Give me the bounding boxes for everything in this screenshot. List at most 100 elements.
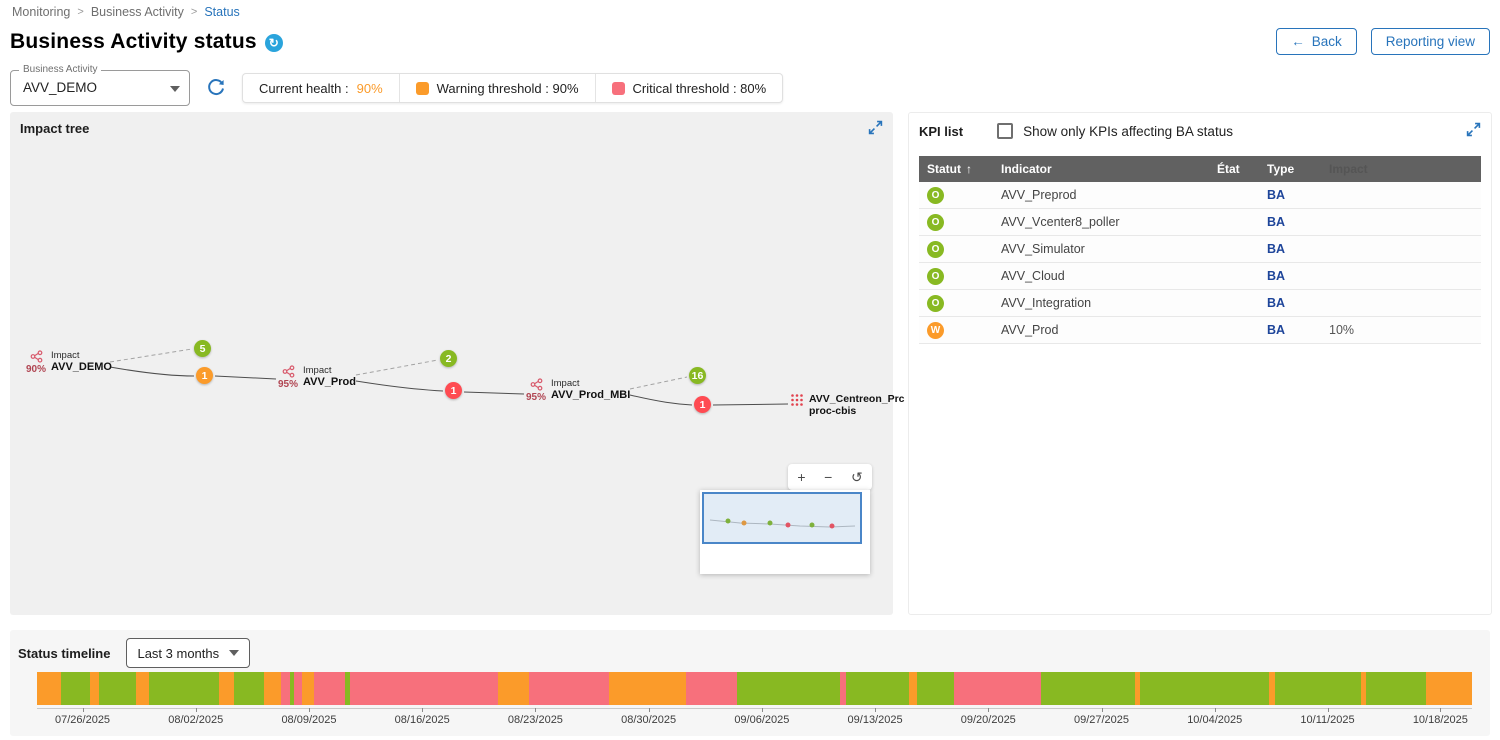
kpi-indicator-link[interactable]: AVV_Integration xyxy=(1001,296,1092,310)
tree-minimap[interactable] xyxy=(700,490,870,574)
kpi-filter-label: Show only KPIs affecting BA status xyxy=(1023,123,1233,139)
column-header-etat[interactable]: État xyxy=(1217,162,1240,176)
title-actions: ← Back Reporting view xyxy=(1276,28,1490,55)
node-kicker: Impact xyxy=(51,350,80,361)
refresh-button[interactable] xyxy=(206,78,226,98)
zoom-in-button[interactable]: + xyxy=(797,469,806,485)
kpi-indicator-link[interactable]: AVV_Preprod xyxy=(1001,188,1077,202)
kpi-row[interactable]: O AVV_Cloud BA xyxy=(919,263,1481,290)
timeline-segment-warning[interactable] xyxy=(1425,672,1472,705)
tree-node-avv-prod-mbi[interactable]: 95% Impact AVV_Prod_MBI xyxy=(526,378,630,403)
timeline-segment-warning[interactable] xyxy=(135,672,149,705)
tree-node-avv-centreon-proc[interactable]: AVV_Centreon_Prc proc-cbis xyxy=(790,393,905,417)
kpi-filter-checkbox[interactable] xyxy=(997,123,1014,139)
breadcrumb-business-activity[interactable]: Business Activity xyxy=(90,5,184,19)
tree-node-avv-prod[interactable]: 95% Impact AVV_Prod xyxy=(278,365,356,390)
timeline-segment-critical[interactable] xyxy=(685,672,738,705)
timeline-segment-critical[interactable] xyxy=(280,672,290,705)
breadcrumb-status[interactable]: Status xyxy=(204,5,240,19)
kpi-count-badge-ok[interactable]: 16 xyxy=(689,367,706,384)
kpi-row[interactable]: O AVV_Integration BA xyxy=(919,290,1481,317)
timeline-segment-critical[interactable] xyxy=(840,672,847,705)
main-content: Impact tree xyxy=(10,112,1492,615)
timeline-segment-ok[interactable] xyxy=(1275,672,1362,705)
kpi-row[interactable]: W AVV_Prod BA 10% xyxy=(919,317,1481,344)
kpi-count-badge-ok[interactable]: 5 xyxy=(194,340,211,357)
kpi-count-badge-ok[interactable]: 2 xyxy=(440,350,457,367)
timeline-segment-ok[interactable] xyxy=(916,672,954,705)
timeline-segment-ok[interactable] xyxy=(98,672,136,705)
tree-node-avv-demo[interactable]: 90% Impact AVV_DEMO xyxy=(26,350,112,375)
kpi-indicator-link[interactable]: AVV_Cloud xyxy=(1001,269,1065,283)
timeline-segment-warning[interactable] xyxy=(302,672,314,705)
timeline-segment-warning[interactable] xyxy=(263,672,281,705)
axis-date-label: 09/27/2025 xyxy=(1073,708,1130,726)
axis-date-label: 08/23/2025 xyxy=(507,708,563,726)
timeline-segment-warning[interactable] xyxy=(1134,672,1141,705)
timeline-segment-warning[interactable] xyxy=(1269,672,1276,705)
ba-hierarchy-icon xyxy=(530,378,542,391)
timeline-segment-critical[interactable] xyxy=(529,672,610,705)
zoom-reset-button[interactable]: ↺ xyxy=(850,469,863,485)
kpi-count-badge-critical[interactable]: 1 xyxy=(694,396,711,413)
status-circle: O xyxy=(927,240,944,258)
status-timeline-title: Status timeline xyxy=(18,645,111,661)
timeline-segment-ok[interactable] xyxy=(1365,672,1426,705)
timeline-segment-critical[interactable] xyxy=(313,672,346,705)
minimap-viewport[interactable] xyxy=(702,492,862,544)
column-label: Statut xyxy=(927,162,961,176)
kpi-indicator-link[interactable]: AVV_Vcenter8_poller xyxy=(1001,215,1120,229)
service-grid-icon xyxy=(791,394,803,406)
sort-ascending-icon[interactable]: ↑ xyxy=(966,162,972,176)
reporting-view-button[interactable]: Reporting view xyxy=(1370,28,1490,55)
timeline-segment-warning[interactable] xyxy=(219,672,234,705)
node-name: AVV_Centreon_Prc xyxy=(809,393,905,405)
kpi-count-badge-critical[interactable]: 1 xyxy=(445,382,462,399)
timeline-segment-warning[interactable] xyxy=(37,672,62,705)
timeline-segment-warning[interactable] xyxy=(90,672,99,705)
kpi-indicator-link[interactable]: AVV_Simulator xyxy=(1001,242,1085,256)
timeline-segment-critical[interactable] xyxy=(349,672,498,705)
column-header-impact[interactable]: Impact xyxy=(1329,162,1368,176)
timeline-segment-ok[interactable] xyxy=(1041,672,1135,705)
timeline-segment-ok[interactable] xyxy=(1140,672,1270,705)
warning-swatch-icon xyxy=(415,81,429,95)
column-header-indicator[interactable]: Indicator xyxy=(1001,162,1052,176)
timeline-segment-critical[interactable] xyxy=(953,672,1042,705)
kpi-indicator-link[interactable]: AVV_Prod xyxy=(1001,323,1059,337)
column-header-type[interactable]: Type xyxy=(1267,162,1295,176)
kpi-row[interactable]: O AVV_Preprod BA xyxy=(919,182,1481,209)
timeline-segment-ok[interactable] xyxy=(233,672,264,705)
timeline-segment-ok[interactable] xyxy=(148,672,220,705)
breadcrumb-monitoring[interactable]: Monitoring xyxy=(12,5,71,19)
timeline-segment-critical[interactable] xyxy=(293,672,303,705)
zoom-out-button[interactable]: − xyxy=(824,469,833,485)
node-kicker: Impact xyxy=(551,378,580,389)
timeline-segment-ok[interactable] xyxy=(846,672,910,705)
status-circle: O xyxy=(927,186,944,204)
timeline-segment-warning[interactable] xyxy=(609,672,686,705)
timeline-range-select[interactable]: Last 3 months xyxy=(126,638,251,668)
kpi-row[interactable]: O AVV_Simulator BA xyxy=(919,236,1481,263)
impact-tree-canvas[interactable]: 90% Impact AVV_DEMO 5 1 xyxy=(10,112,905,615)
kpi-count-badge-warning[interactable]: 1 xyxy=(196,367,213,384)
impact-tree-panel: Impact tree xyxy=(10,112,905,615)
refresh-icon xyxy=(208,79,224,95)
timeline-segment-ok[interactable] xyxy=(61,672,91,705)
business-activity-select[interactable]: Business Activity AVV_DEMO xyxy=(10,64,190,106)
timeline-segment-warning[interactable] xyxy=(1361,672,1366,705)
timeline-segment-warning[interactable] xyxy=(909,672,917,705)
node-name: proc-cbis xyxy=(809,405,857,417)
impact-tree-expand-button[interactable] xyxy=(868,120,883,138)
kpi-list-expand-button[interactable] xyxy=(1466,122,1481,140)
timeline-segment-ok[interactable] xyxy=(345,672,350,705)
timeline-segment-ok[interactable] xyxy=(289,672,294,705)
column-header-statut[interactable]: Statut ↑ xyxy=(919,162,993,176)
business-activity-icon: ↻ xyxy=(264,34,283,52)
node-name: AVV_Prod xyxy=(303,376,356,388)
timeline-segment-warning[interactable] xyxy=(497,672,530,705)
timeline-segment-ok[interactable] xyxy=(737,672,841,705)
kpi-row[interactable]: O AVV_Vcenter8_poller BA xyxy=(919,209,1481,236)
back-button[interactable]: ← Back xyxy=(1276,28,1357,55)
status-timeline-bar[interactable] xyxy=(37,672,1472,705)
